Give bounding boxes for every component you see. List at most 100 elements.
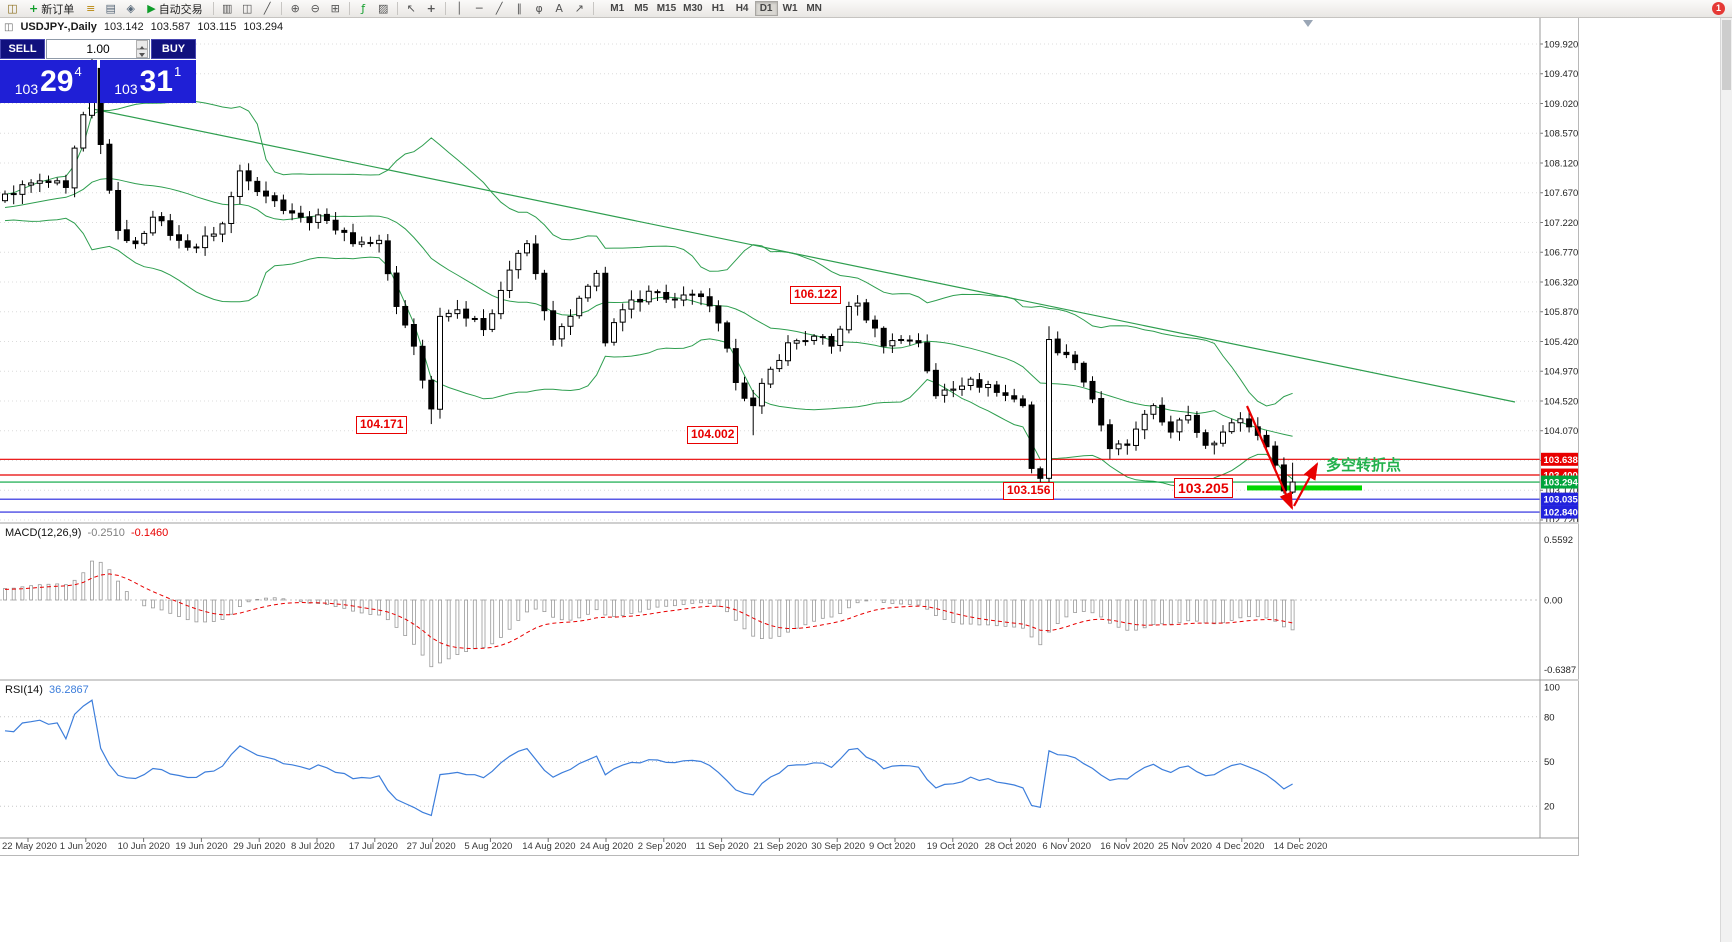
rsi-value: 36.2867 bbox=[49, 684, 89, 696]
svg-text:109.920: 109.920 bbox=[1544, 40, 1578, 51]
scrollbar-thumb[interactable] bbox=[1722, 20, 1731, 90]
price-callout[interactable]: 104.171 bbox=[356, 416, 408, 434]
chart-canvas[interactable]: 109.920 109.470 109.020 108.570 108.120 107.6… bbox=[0, 18, 1579, 856]
autotrading-button[interactable]: ▶ 自动交易 bbox=[147, 1, 203, 16]
price-tag bbox=[1541, 505, 1578, 519]
toolbar-separator bbox=[348, 2, 350, 15]
buy-price-base: 103 bbox=[114, 81, 138, 97]
macd-value: -0.2510 bbox=[87, 527, 125, 539]
market-watch-icon[interactable]: ≡ bbox=[86, 1, 96, 15]
timeframe-m1[interactable]: M1 bbox=[610, 3, 625, 14]
volume-value: 1.00 bbox=[86, 42, 110, 56]
ohlc-low: 103.115 bbox=[197, 21, 237, 33]
svg-text:50: 50 bbox=[1544, 757, 1555, 768]
toolbar-separator bbox=[444, 2, 446, 15]
timeframe-m15[interactable]: M15 bbox=[656, 3, 677, 14]
svg-text:105.870: 105.870 bbox=[1544, 307, 1578, 318]
data-window-icon[interactable]: ▤ bbox=[105, 1, 116, 15]
descending-trendline bbox=[87, 107, 1516, 403]
zoom-out-icon[interactable]: ⊖ bbox=[310, 1, 320, 15]
date-axis-label: 14 Aug 2020 bbox=[522, 841, 576, 852]
svg-text:80: 80 bbox=[1544, 712, 1555, 723]
svg-text:109.470: 109.470 bbox=[1544, 69, 1578, 80]
macd-histogram bbox=[3, 560, 1295, 668]
price-grid: 109.920 109.470 109.020 108.570 108.120 107.6… bbox=[0, 40, 1578, 526]
indicators-icon[interactable]: ƒ bbox=[361, 1, 366, 15]
date-axis-label: 4 Dec 2020 bbox=[1215, 841, 1265, 852]
price-callout[interactable]: 103.205 bbox=[1174, 478, 1233, 499]
vertical-scrollbar[interactable] bbox=[1720, 18, 1732, 942]
volume-down-button[interactable] bbox=[136, 49, 148, 58]
date-axis-label: 6 Nov 2020 bbox=[1042, 841, 1091, 852]
fibonacci-icon[interactable]: φ bbox=[535, 1, 543, 15]
date-axis-label: 24 Aug 2020 bbox=[580, 841, 634, 852]
crosshair-icon[interactable]: + bbox=[426, 1, 436, 15]
navigator-icon[interactable]: ◈ bbox=[126, 1, 135, 15]
svg-text:107.220: 107.220 bbox=[1544, 218, 1578, 229]
timeframe-m30[interactable]: M30 bbox=[683, 3, 703, 14]
sell-price-pipette: 4 bbox=[74, 64, 82, 79]
arrow-tool-icon[interactable]: ↗ bbox=[574, 1, 584, 15]
channel-icon[interactable]: ∥ bbox=[516, 1, 522, 15]
volume-input[interactable]: 1.00 bbox=[46, 39, 150, 59]
timeframe-d1[interactable]: D1 bbox=[754, 1, 778, 16]
svg-text:0.00: 0.00 bbox=[1544, 596, 1563, 607]
date-axis-label: 21 Sep 2020 bbox=[753, 841, 808, 852]
new-order-button-label: 新订单 bbox=[41, 3, 75, 16]
rsi-line bbox=[4, 699, 1293, 817]
timeframe-w1[interactable]: W1 bbox=[782, 3, 798, 14]
date-axis-label: 10 Jun 2020 bbox=[117, 841, 170, 852]
candlestick-chart-icon[interactable]: ◫ bbox=[241, 1, 253, 15]
date-axis-label: 27 Jul 2020 bbox=[406, 841, 456, 852]
date-axis-label: 11 Sep 2020 bbox=[695, 841, 749, 852]
one-click-trading-panel: SELL 1.00 BUY 103 29 4 103 31 1 bbox=[0, 39, 196, 103]
chart-ohlc-header: ◫ USDJPY-,Daily 103.142 103.587 103.115 … bbox=[4, 21, 283, 33]
vertical-line-icon[interactable]: │ bbox=[455, 1, 463, 15]
svg-text:108.120: 108.120 bbox=[1544, 158, 1578, 169]
trendline-icon[interactable]: ╱ bbox=[495, 1, 503, 15]
price-callout[interactable]: 104.002 bbox=[687, 426, 739, 444]
sell-price-base: 103 bbox=[14, 81, 39, 97]
svg-text:103.638: 103.638 bbox=[1544, 455, 1578, 466]
new-order-button[interactable]: + 新订单 bbox=[29, 1, 75, 16]
chart-type-icon: ◫ bbox=[4, 21, 14, 33]
turning-point-annotation[interactable]: 多空转折点 bbox=[1326, 457, 1402, 474]
price-callout[interactable]: 103.156 bbox=[1003, 482, 1055, 500]
svg-text:104.070: 104.070 bbox=[1544, 426, 1578, 437]
timeframe-h4[interactable]: H4 bbox=[735, 3, 749, 14]
zoom-in-icon[interactable]: ⊕ bbox=[290, 1, 300, 15]
svg-text:106.770: 106.770 bbox=[1544, 248, 1578, 259]
svg-text:104.970: 104.970 bbox=[1544, 367, 1578, 378]
timeframe-h1[interactable]: H1 bbox=[711, 3, 725, 14]
svg-text:0.5592: 0.5592 bbox=[1544, 535, 1573, 546]
svg-text:100: 100 bbox=[1544, 683, 1560, 694]
bar-chart-icon[interactable]: ▥ bbox=[221, 1, 233, 15]
new-chart-icon[interactable]: ◫ bbox=[7, 1, 18, 15]
workspace-empty-area bbox=[1580, 18, 1720, 942]
buy-price[interactable]: 103 31 1 bbox=[99, 60, 196, 103]
timeframe-mn[interactable]: MN bbox=[806, 3, 822, 14]
timeframe-m5[interactable]: M5 bbox=[634, 3, 649, 14]
date-axis-label: 19 Oct 2020 bbox=[926, 841, 979, 852]
text-icon[interactable]: A bbox=[555, 1, 563, 15]
svg-text:106.320: 106.320 bbox=[1544, 277, 1578, 288]
cursor-icon[interactable]: ↖ bbox=[406, 1, 416, 15]
line-chart-icon[interactable]: ╱ bbox=[263, 1, 271, 15]
date-axis-label: 14 Dec 2020 bbox=[1273, 841, 1328, 852]
sell-button[interactable]: SELL bbox=[0, 39, 45, 59]
sell-price[interactable]: 103 29 4 bbox=[0, 60, 97, 103]
price-tag bbox=[1541, 492, 1578, 506]
notification-badge[interactable]: 1 bbox=[1712, 2, 1725, 15]
tile-windows-icon[interactable]: ⊞ bbox=[330, 1, 340, 15]
volume-up-button[interactable] bbox=[136, 40, 148, 50]
buy-button[interactable]: BUY bbox=[151, 39, 196, 59]
price-callout[interactable]: 106.122 bbox=[790, 286, 842, 304]
toolbar-separator bbox=[212, 2, 214, 15]
rsi-indicator-label: RSI(14) 36.2867 bbox=[5, 684, 89, 696]
horizontal-line-icon[interactable]: ─ bbox=[475, 1, 483, 15]
svg-text:103.035: 103.035 bbox=[1544, 495, 1579, 506]
svg-text:104.520: 104.520 bbox=[1544, 396, 1578, 407]
svg-text:105.420: 105.420 bbox=[1544, 337, 1578, 348]
templates-icon[interactable]: ▨ bbox=[377, 1, 389, 15]
